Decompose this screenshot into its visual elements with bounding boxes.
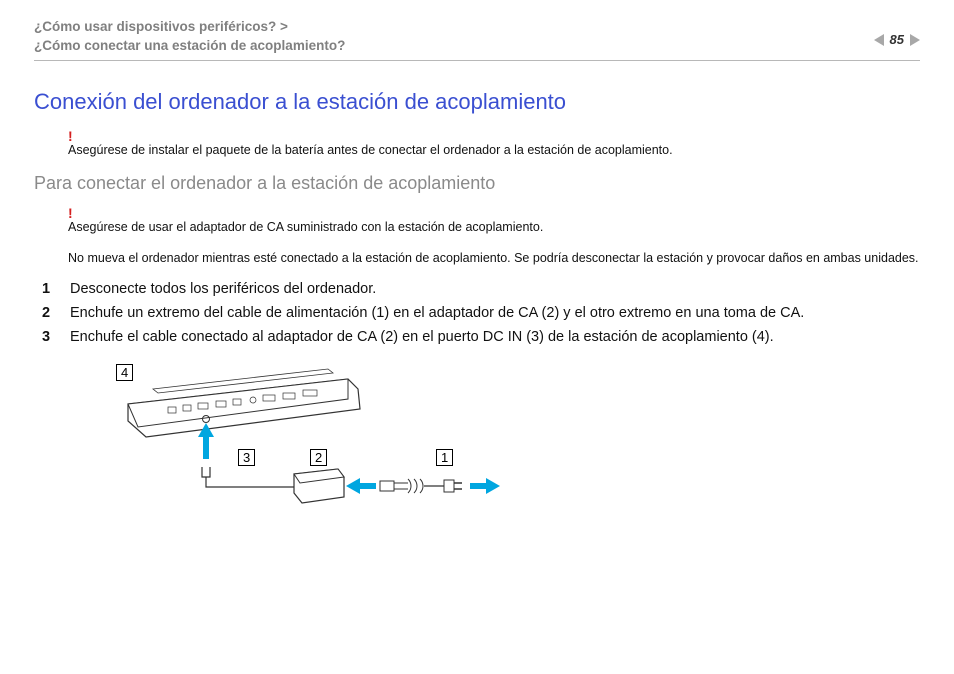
step-text: Desconecte todos los periféricos del ord… [70, 281, 376, 297]
step-text: Enchufe el cable conectado al adaptador … [70, 329, 774, 345]
callout-2: 2 [310, 449, 327, 466]
instruction-steps: 1 Desconecte todos los periféricos del o… [42, 281, 920, 345]
connection-diagram: 4 3 2 1 [98, 359, 920, 524]
callout-3: 3 [238, 449, 255, 466]
step-number: 1 [42, 281, 56, 297]
warning-text-2: Asegúrese de usar el adaptador de CA sum… [68, 219, 920, 236]
ac-adapter-shape [294, 469, 344, 503]
page-number: 85 [890, 32, 904, 47]
step-number: 3 [42, 329, 56, 345]
step-item: 3 Enchufe el cable conectado al adaptado… [42, 329, 920, 345]
outlet-arrow [470, 478, 500, 494]
breadcrumb-line-1[interactable]: ¿Cómo usar dispositivos periféricos? > [34, 18, 345, 37]
docking-station-shape [128, 369, 360, 437]
callout-4: 4 [116, 364, 133, 381]
diagram-svg: 4 3 2 1 [98, 359, 518, 519]
page-title: Conexión del ordenador a la estación de … [34, 89, 920, 115]
warning-icon: ! [68, 131, 920, 142]
section-subtitle: Para conectar el ordenador a la estación… [34, 173, 920, 194]
breadcrumb-line-2[interactable]: ¿Cómo conectar una estación de acoplamie… [34, 37, 345, 56]
warning-text-1: Asegúrese de instalar el paquete de la b… [68, 142, 920, 159]
dc-cable [206, 477, 294, 487]
breadcrumb: ¿Cómo usar dispositivos periféricos? > ¿… [34, 18, 345, 56]
step-text: Enchufe un extremo del cable de alimenta… [70, 305, 804, 321]
adapter-arrow [346, 478, 376, 494]
step-item: 1 Desconecte todos los periféricos del o… [42, 281, 920, 297]
page-navigation: 85 [874, 32, 920, 47]
power-cord [380, 479, 462, 493]
step-item: 2 Enchufe un extremo del cable de alimen… [42, 305, 920, 321]
dc-plug [202, 467, 210, 477]
page-header: ¿Cómo usar dispositivos periféricos? > ¿… [34, 18, 920, 61]
next-page-icon[interactable] [910, 34, 920, 46]
warning-text-3: No mueva el ordenador mientras esté cone… [68, 250, 920, 267]
callout-1: 1 [436, 449, 453, 466]
prev-page-icon[interactable] [874, 34, 884, 46]
warning-icon: ! [68, 208, 920, 219]
step-number: 2 [42, 305, 56, 321]
